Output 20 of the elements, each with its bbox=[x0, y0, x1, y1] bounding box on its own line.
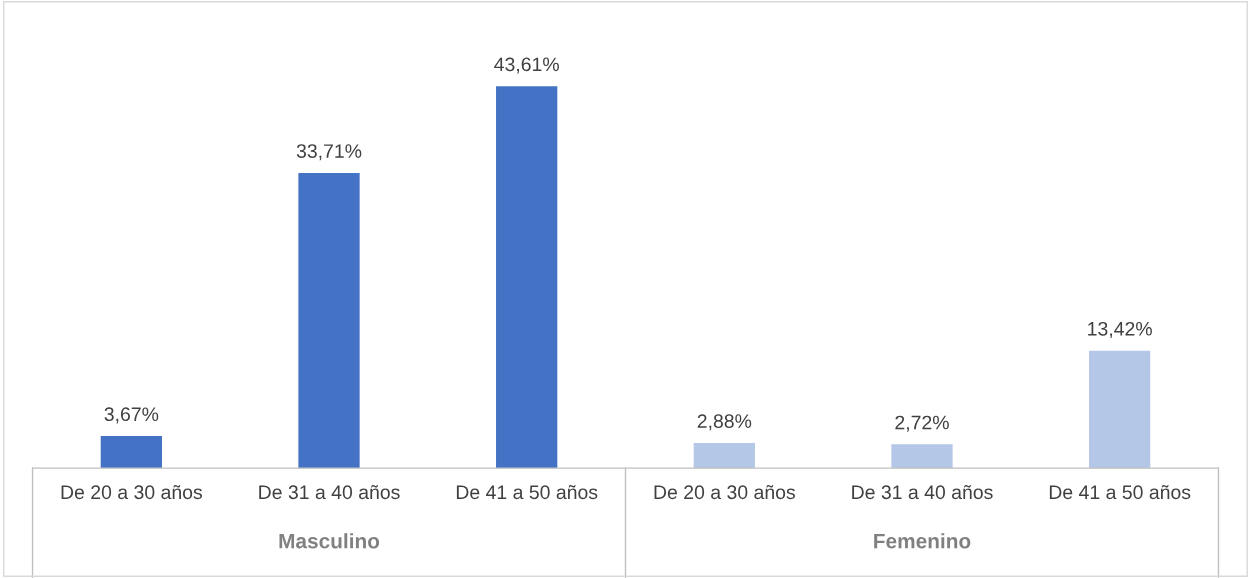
x-tick-label: De 41 a 50 años bbox=[1049, 484, 1191, 500]
x-tick-label: De 31 a 40 años bbox=[852, 484, 993, 500]
x-tick-label: De 41 a 50 años bbox=[456, 484, 598, 500]
x-tick-label: De 20 a 30 años bbox=[61, 484, 203, 500]
bar bbox=[496, 86, 558, 469]
data-label: 2,88% bbox=[697, 414, 752, 431]
data-label: 13,42% bbox=[1088, 321, 1152, 338]
data-label: 3,67% bbox=[104, 407, 159, 424]
data-label: 43,61% bbox=[494, 57, 559, 74]
bar bbox=[891, 444, 953, 469]
x-tick-label: De 20 a 30 años bbox=[654, 484, 795, 500]
data-label: 33,71% bbox=[296, 144, 362, 161]
text: Femenino bbox=[874, 533, 971, 549]
text: Masculino bbox=[279, 533, 380, 549]
bar bbox=[100, 436, 162, 469]
bar bbox=[1089, 350, 1151, 469]
data-label: 2,72% bbox=[895, 415, 949, 432]
x-tick-label: De 31 a 40 años bbox=[259, 484, 400, 500]
bar bbox=[298, 172, 360, 469]
bar bbox=[693, 442, 755, 469]
